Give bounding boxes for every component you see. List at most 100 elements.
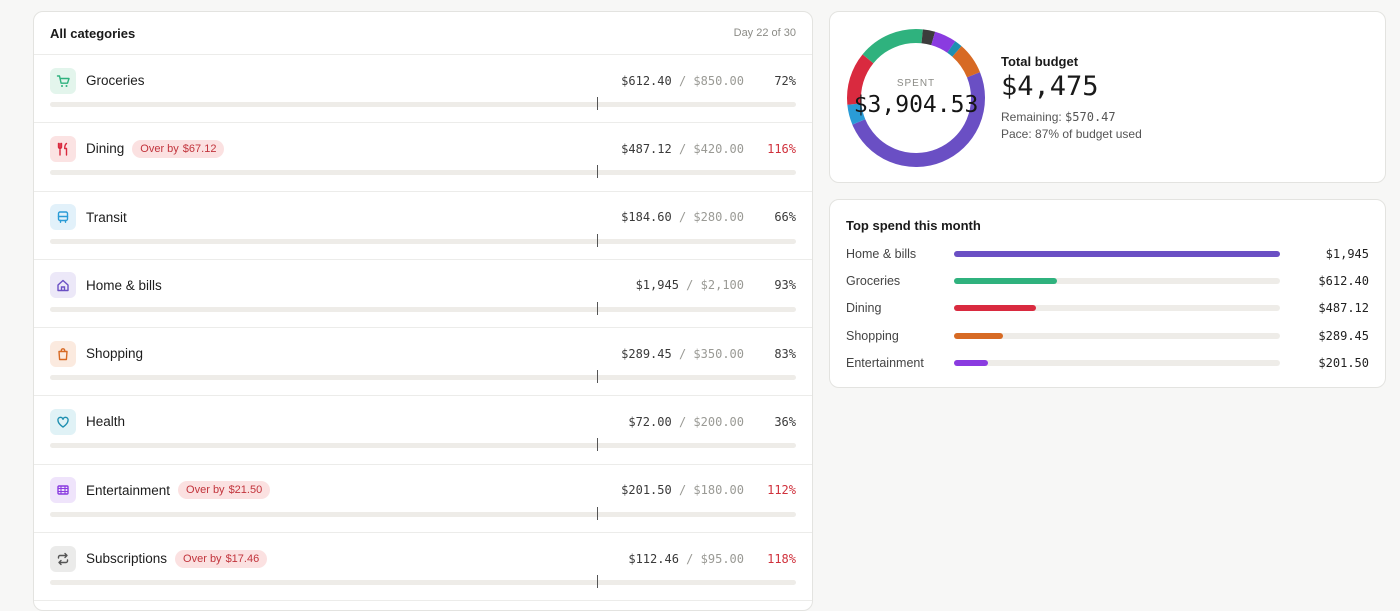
top-spend-name: Groceries xyxy=(846,274,901,289)
category-amounts: $487.12 / $420.00 xyxy=(621,142,744,156)
donut-segment xyxy=(930,31,956,53)
day-progress-label: Day 22 of 30 xyxy=(733,27,796,39)
category-percent: 66% xyxy=(774,210,796,225)
category-percent: 93% xyxy=(774,278,796,293)
category-amounts: $184.60 / $280.00 xyxy=(621,210,744,224)
category-percent: 116% xyxy=(767,141,796,156)
category-name: Entertainment xyxy=(86,482,171,498)
budget-summary-card: SPENT $3,904.53 Total budget $4,475 Rema… xyxy=(829,11,1386,183)
category-row[interactable]: Entertainment Over by $21.50 $201.50 / $1… xyxy=(34,465,812,534)
pace-value: 87% of budget used xyxy=(1035,127,1142,141)
category-row-top: Transit $184.60 / $280.00 66% xyxy=(50,192,796,243)
category-spent: $112.46 xyxy=(628,551,679,566)
remaining-line: Remaining: $570.47 xyxy=(1001,110,1142,124)
top-spend-name: Home & bills xyxy=(846,247,917,261)
category-row[interactable]: Health $72.00 / $200.00 36% xyxy=(34,396,812,465)
top-spend-bar-fill xyxy=(954,359,988,366)
category-spent: $201.50 xyxy=(621,483,672,498)
pace-marker xyxy=(596,165,599,179)
spent-label: SPENT xyxy=(896,78,936,89)
donut-center: SPENT $3,904.53 xyxy=(845,27,987,169)
pace-marker xyxy=(596,506,599,520)
category-row[interactable]: Home & bills $1,945 / $2,100 93% xyxy=(34,260,812,329)
top-spend-bar-fill xyxy=(954,305,1036,312)
category-progress-bar xyxy=(50,370,796,384)
home-icon xyxy=(50,272,76,299)
top-spend-value: $612.40 xyxy=(1318,274,1369,289)
category-amounts: $612.40 / $850.00 xyxy=(621,74,744,88)
category-percent: 112% xyxy=(767,483,796,498)
over-budget-badge: Over by $67.12 xyxy=(132,139,225,158)
top-spend-value: $1,945 xyxy=(1325,247,1369,261)
heart-icon xyxy=(50,408,76,435)
category-row-top: Health $72.00 / $200.00 36% xyxy=(50,396,796,447)
category-row-top: Subscriptions Over by $17.46 $112.46 / $9… xyxy=(50,533,796,584)
pace-marker xyxy=(596,301,599,315)
pace-marker xyxy=(596,233,599,247)
over-prefix: Over by xyxy=(186,484,225,497)
top-spend-row: Dining $487.12 xyxy=(846,298,1369,318)
category-progress-bar xyxy=(50,575,796,589)
donut-segment xyxy=(847,103,866,125)
category-amounts: $112.46 / $95.00 xyxy=(628,552,744,566)
category-row-top: Shopping $289.45 / $350.00 83% xyxy=(50,328,796,379)
category-row[interactable]: Subscriptions Over by $17.46 $112.46 / $9… xyxy=(34,533,812,602)
amount-separator: / xyxy=(678,483,687,498)
pace-marker xyxy=(596,370,599,384)
category-row[interactable]: Groceries $612.40 / $850.00 72% xyxy=(34,55,812,124)
category-row[interactable]: Shopping $289.45 / $350.00 83% xyxy=(34,328,812,397)
amount-separator: / xyxy=(678,346,687,361)
category-progress-bar xyxy=(50,438,796,452)
category-spent: $289.45 xyxy=(621,346,672,361)
category-spent: $72.00 xyxy=(628,414,672,429)
donut-segment xyxy=(847,54,874,105)
amount-separator: / xyxy=(678,141,687,156)
amount-separator: / xyxy=(686,551,694,566)
top-spend-bar xyxy=(954,278,1280,285)
over-budget-badge: Over by $17.46 xyxy=(175,549,268,568)
category-row-top: Dining Over by $67.12 $487.12 / $420.00 1… xyxy=(50,123,796,174)
top-spend-value: $201.50 xyxy=(1318,355,1369,370)
category-budget: $420.00 xyxy=(693,141,744,156)
category-progress-bar xyxy=(50,165,796,179)
top-spend-name: Shopping xyxy=(846,328,899,343)
film-icon xyxy=(50,477,76,504)
total-budget-title: Total budget xyxy=(1001,54,1079,69)
top-spend-title: Top spend this month xyxy=(846,218,981,233)
budget-info: Total budget $4,475 Remaining: $570.47 P… xyxy=(1001,54,1142,141)
category-row[interactable]: Dining Over by $67.12 $487.12 / $420.00 1… xyxy=(34,123,812,192)
category-budget: $95.00 xyxy=(700,551,744,566)
over-amount: $67.12 xyxy=(182,142,217,155)
top-spend-bar xyxy=(954,251,1280,257)
categories-title: All categories xyxy=(50,25,136,41)
donut-segment xyxy=(921,29,936,46)
category-percent: 118% xyxy=(767,551,796,566)
pace-marker xyxy=(596,438,599,452)
category-row-top: Groceries $612.40 / $850.00 72% xyxy=(50,55,796,106)
repeat-icon xyxy=(50,545,76,572)
donut-svg xyxy=(847,29,985,167)
category-percent: 72% xyxy=(774,73,796,88)
spend-donut-chart: SPENT $3,904.53 xyxy=(845,27,987,169)
amount-separator: / xyxy=(686,278,694,293)
total-budget-value: $4,475 xyxy=(1001,71,1099,102)
donut-segment xyxy=(952,46,980,78)
over-prefix: Over by xyxy=(183,552,222,565)
top-spend-card: Top spend this month Home & bills $1,945… xyxy=(829,199,1386,388)
category-row-top: Entertainment Over by $21.50 $201.50 / $1… xyxy=(50,465,796,516)
donut-segment xyxy=(947,41,962,57)
category-spent: $612.40 xyxy=(621,73,672,88)
top-spend-name: Dining xyxy=(846,301,882,316)
category-name: Home & bills xyxy=(86,277,162,293)
category-row[interactable]: Transit $184.60 / $280.00 66% xyxy=(34,192,812,260)
category-amounts: $201.50 / $180.00 xyxy=(621,483,744,497)
top-spend-name: Entertainment xyxy=(846,355,924,370)
amount-separator: / xyxy=(678,414,687,429)
top-spend-bar xyxy=(954,359,1280,366)
category-progress-bar xyxy=(50,506,796,520)
donut-segment xyxy=(852,72,985,167)
category-percent: 36% xyxy=(774,414,796,429)
over-amount: $21.50 xyxy=(228,484,263,497)
category-budget: $280.00 xyxy=(693,210,744,225)
over-budget-badge: Over by $21.50 xyxy=(178,481,271,500)
